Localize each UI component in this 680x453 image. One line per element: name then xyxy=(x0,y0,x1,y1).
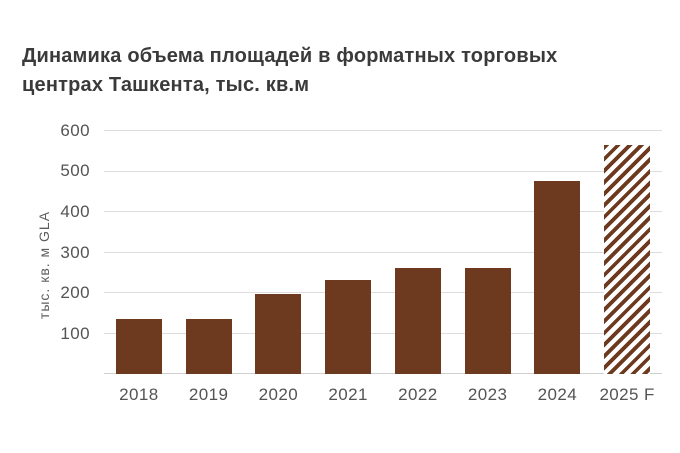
bar-2019 xyxy=(185,318,232,374)
page-title: Динамика объема площадей в форматных тор… xyxy=(22,42,557,100)
bar-2021 xyxy=(325,280,372,374)
y-tick-200: 200 xyxy=(60,282,90,302)
gridline-600 xyxy=(104,130,662,131)
x-axis-ticks: 2018 2019 2020 2021 2022 2023 2024 2025 F xyxy=(104,385,662,405)
y-tick-600: 600 xyxy=(60,121,90,140)
x-tick-2019: 2019 xyxy=(188,385,229,404)
bar-slot-2025 F xyxy=(592,131,662,374)
x-tick-2022: 2022 xyxy=(398,385,438,404)
x-tick-2024: 2024 xyxy=(537,385,578,404)
gridline-400 xyxy=(104,211,662,213)
y-tick-500: 500 xyxy=(60,161,90,181)
bar-2025 F-forecast xyxy=(604,145,651,374)
bar-slot-2021 xyxy=(313,131,383,374)
bar-2024 xyxy=(534,180,581,374)
gridline-300 xyxy=(104,251,662,253)
gridline-100 xyxy=(104,332,662,334)
gridline-500 xyxy=(104,170,662,172)
x-tick-2018: 2018 xyxy=(119,385,159,404)
y-axis-ticks: 100 200 300 400 500 600 xyxy=(0,121,90,374)
bar-2020 xyxy=(255,293,302,374)
y-tick-400: 400 xyxy=(60,201,90,221)
x-tick-2025 F: 2025 F xyxy=(599,385,655,404)
bar-slot-2023 xyxy=(453,131,523,374)
bar-2018 xyxy=(115,319,162,374)
plot-area xyxy=(104,130,662,374)
bar-slot-2018 xyxy=(104,131,174,374)
page-title-line-1: Динамика объема площадей в форматных тор… xyxy=(22,45,558,67)
y-tick-300: 300 xyxy=(60,242,90,262)
x-tick-2023: 2023 xyxy=(467,385,508,404)
bar-2023 xyxy=(464,267,511,374)
bar-2022 xyxy=(394,267,441,374)
bar-slot-2024 xyxy=(523,131,593,374)
x-axis-line xyxy=(104,373,662,374)
page-title-line-2: центрах Ташкента, тыс. кв.м xyxy=(22,74,310,96)
bars-container xyxy=(104,131,662,374)
gridline-200 xyxy=(104,292,662,294)
bar-slot-2020 xyxy=(244,131,314,374)
x-tick-2020: 2020 xyxy=(258,385,299,404)
bar-slot-2022 xyxy=(383,131,453,374)
y-tick-100: 100 xyxy=(60,323,90,343)
bar-slot-2019 xyxy=(174,131,244,374)
x-tick-2021: 2021 xyxy=(328,385,368,404)
